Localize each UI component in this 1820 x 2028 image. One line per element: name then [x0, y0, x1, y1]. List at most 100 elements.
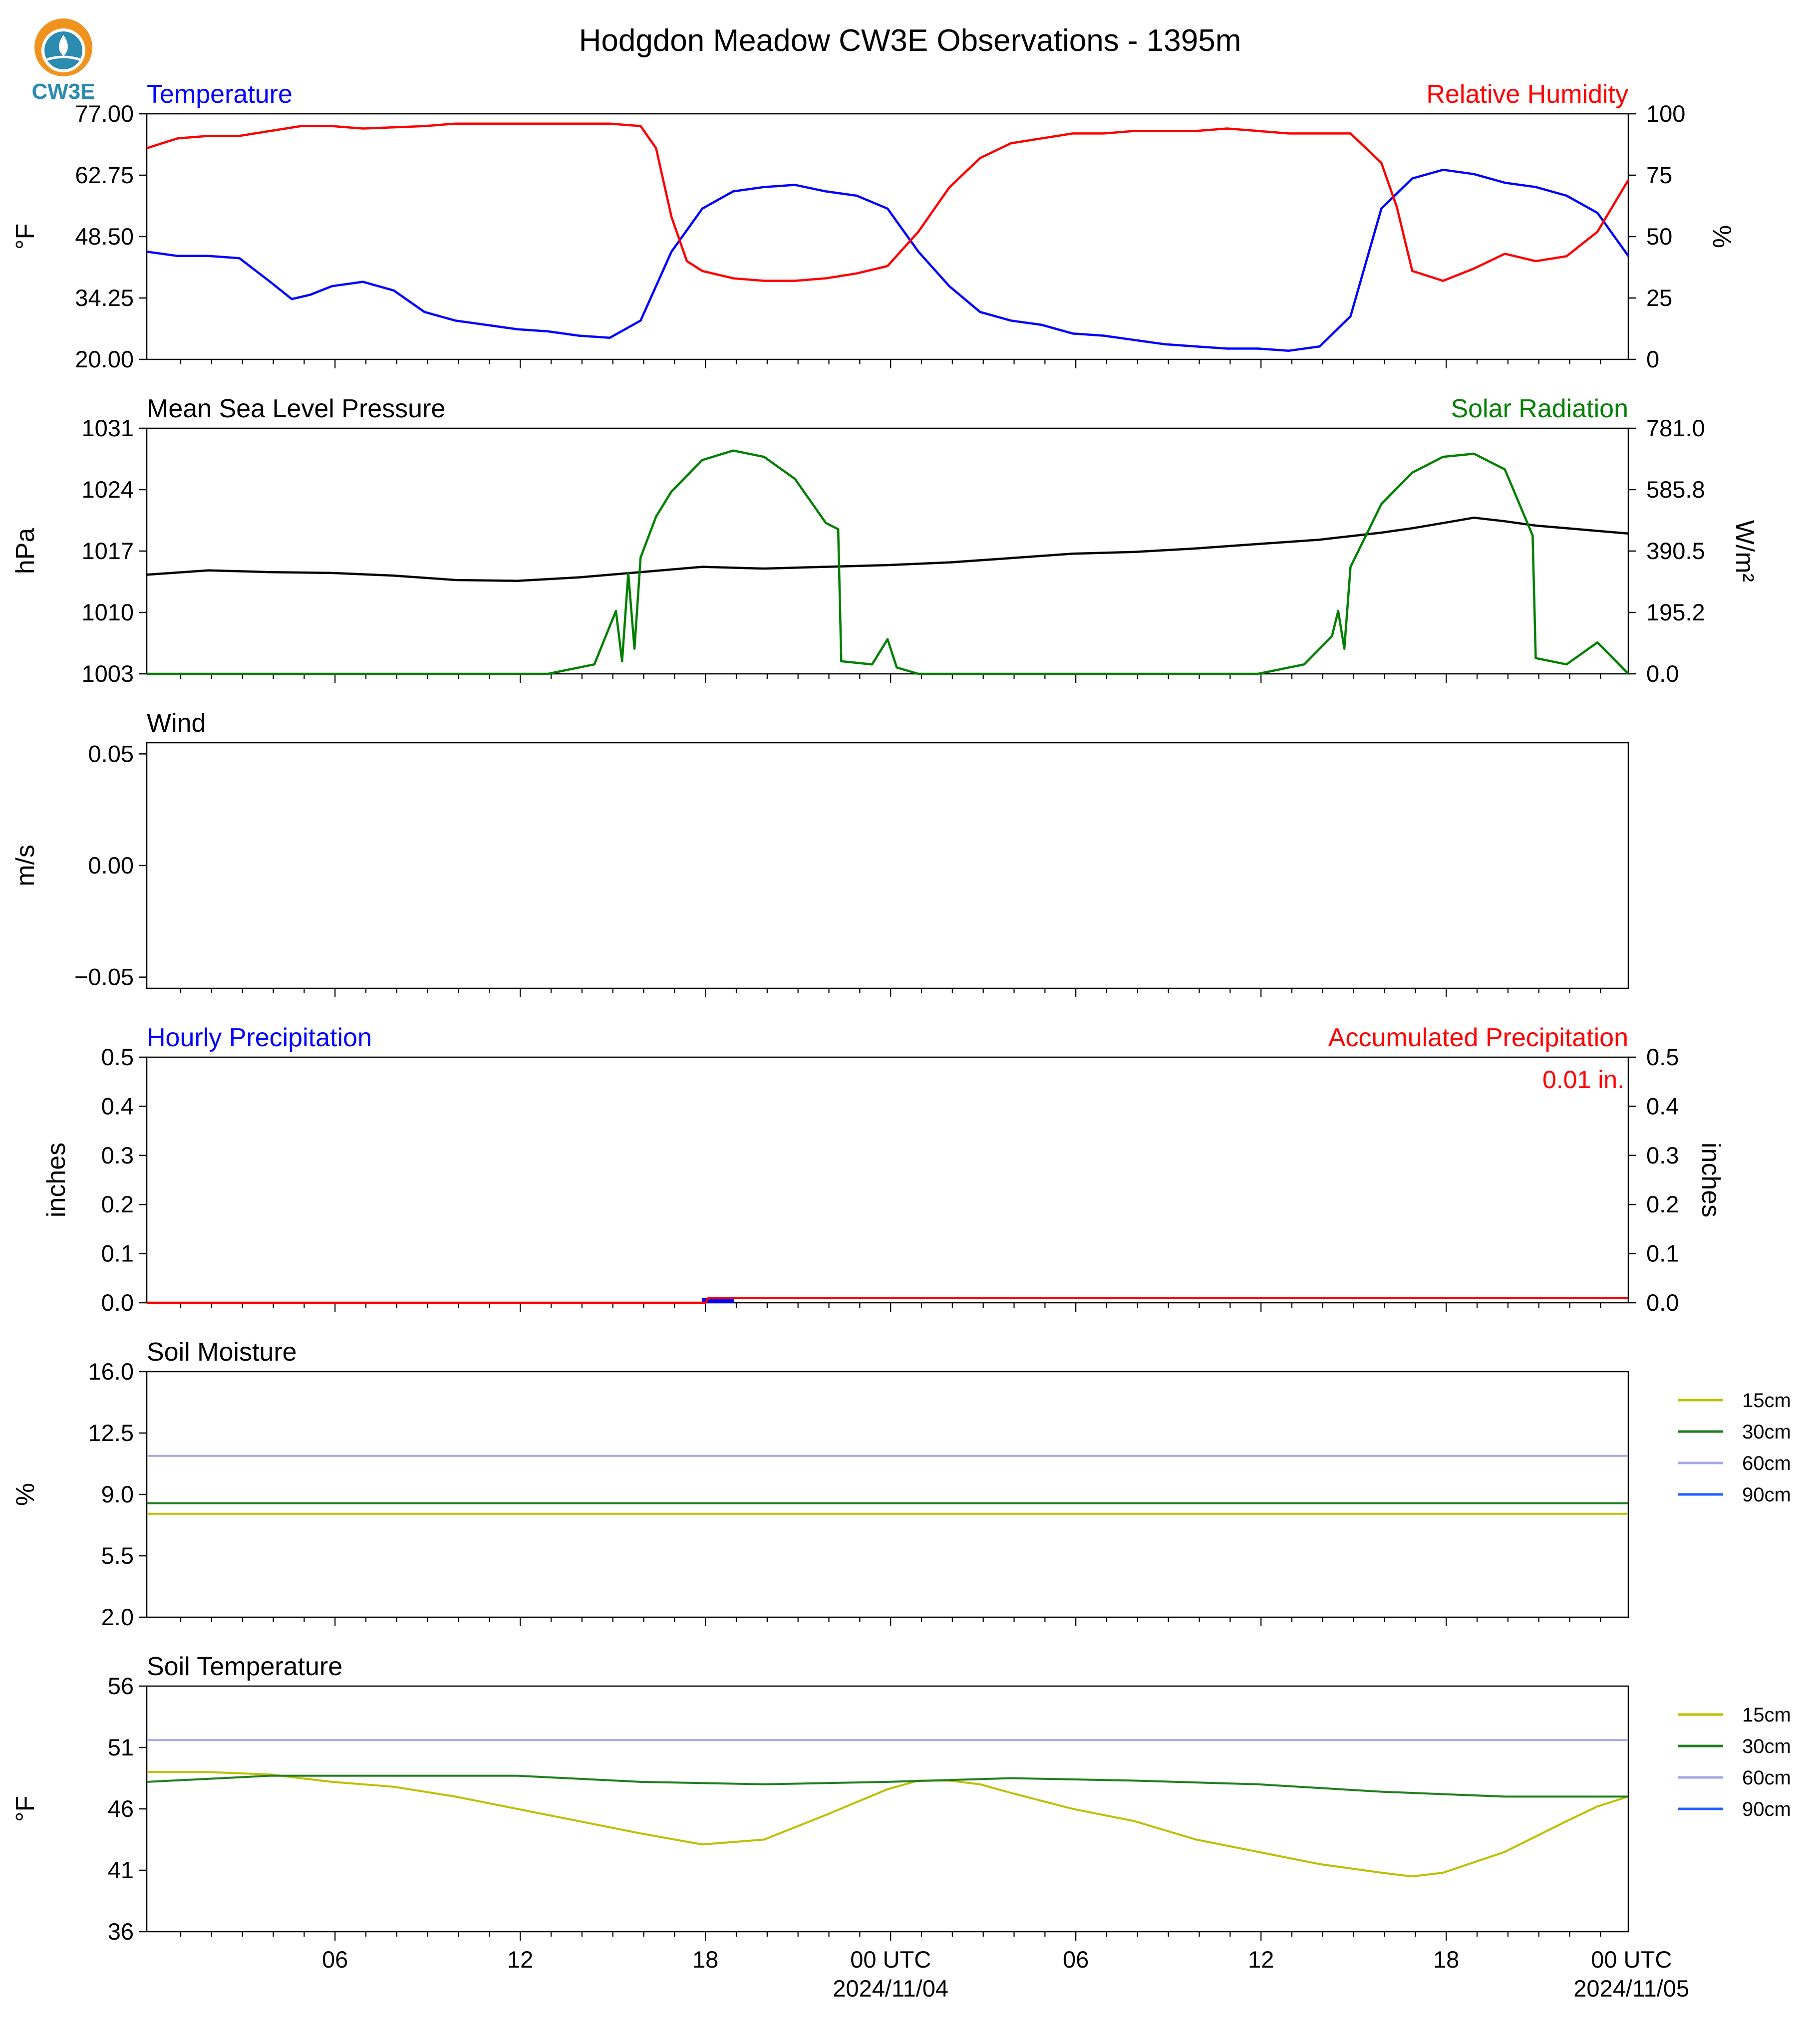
y-tick-label-left: 12.5 [88, 1420, 134, 1446]
legend-label: 60cm [1742, 1452, 1791, 1474]
panel-title-left: Temperature [147, 80, 293, 109]
y-tick-label-left: 1017 [81, 538, 134, 564]
panel-title-left: Soil Moisture [147, 1338, 297, 1367]
panel-title-right: Accumulated Precipitation [1328, 1023, 1628, 1052]
y-axis-label-left: hPa [11, 528, 40, 575]
y-axis-label-left: m/s [11, 845, 40, 886]
y-tick-label-left: 16.0 [88, 1358, 134, 1385]
legend-label: 15cm [1742, 1390, 1791, 1412]
y-tick-label-right: 781.0 [1646, 415, 1705, 441]
legend-label: 30cm [1742, 1736, 1791, 1757]
y-tick-label-left: 20.00 [75, 346, 134, 372]
series-line-temperature [146, 168, 1629, 352]
panels: Temperature Relative Humidity 20.00 34.25 48… [11, 80, 1791, 2002]
y-axis-label-right: W/m² [1730, 520, 1759, 582]
y-tick-label-left: 62.75 [75, 162, 134, 188]
y-tick-label-left: 56 [108, 1673, 134, 1699]
y-tick-label-left: 0.05 [88, 740, 134, 767]
plot-frame [146, 1056, 1629, 1304]
y-tick-label-left: 36 [108, 1918, 134, 1945]
series-line-relative-humidity [146, 122, 1629, 282]
x-tick-label: 12 [507, 1946, 533, 1973]
x-tick-label: 00 UTC [1591, 1946, 1672, 1973]
y-tick-label-left: 0.4 [101, 1093, 134, 1119]
y-tick-label-left: 0.5 [101, 1044, 134, 1070]
y-tick-label-left: 77.00 [75, 100, 134, 127]
y-tick-label-right: 25 [1646, 285, 1672, 311]
hourly-precip-bar [701, 1298, 734, 1303]
legend-label: 15cm [1742, 1704, 1791, 1726]
y-tick-label-left: 9.0 [101, 1481, 134, 1507]
panel-title-left: Hourly Precipitation [147, 1023, 372, 1052]
panel-wind: Wind −0.05 0.00 0.05 m/s [11, 709, 1629, 997]
y-tick-label-right: 0.3 [1646, 1142, 1679, 1168]
x-tick-label: 06 [322, 1946, 348, 1973]
logo-wave-icon [45, 55, 81, 61]
series-line-mean-sea-level-pressure [146, 516, 1629, 582]
y-tick-label-left: 51 [108, 1734, 134, 1760]
panel-hourly-precipitation: Hourly Precipitation Accumulated Precipit… [42, 1023, 1725, 1316]
x-tick-label: 00 UTC [850, 1946, 931, 1973]
y-tick-label-left: 1031 [81, 415, 134, 441]
y-axis-label-left: °F [11, 1796, 40, 1822]
legend-label: 90cm [1742, 1798, 1791, 1820]
y-tick-label-left: 1010 [81, 599, 134, 625]
panel-title-right: Solar Radiation [1451, 394, 1628, 423]
y-tick-label-right: 585.8 [1646, 476, 1705, 503]
y-tick-label-left: 0.1 [101, 1240, 134, 1267]
panel-mean-sea-level-pressure: Mean Sea Level Pressure Solar Radiation 10… [11, 394, 1759, 687]
figure-title: Hodgdon Meadow CW3E Observations - 1395m [579, 23, 1241, 58]
y-tick-label-left: 1003 [81, 660, 134, 687]
y-tick-label-left: 46 [108, 1795, 134, 1822]
y-tick-label-right: 0.0 [1646, 1289, 1679, 1316]
y-tick-label-left: 34.25 [75, 285, 134, 311]
y-tick-label-left: 2.0 [101, 1604, 134, 1630]
series-line-accumulated-precipitation [147, 1296, 1628, 1304]
y-tick-label-right: 0.4 [1646, 1093, 1679, 1119]
y-tick-label-left: 1024 [81, 476, 134, 503]
legend-label: 90cm [1742, 1484, 1791, 1506]
y-tick-label-left: 0.00 [88, 852, 134, 878]
x-tick-label: 12 [1248, 1946, 1274, 1973]
y-tick-label-right: 0.0 [1646, 660, 1679, 687]
logo-text: CW3E [31, 79, 95, 104]
x-tick-label: 18 [1433, 1946, 1459, 1973]
y-axis-label-left: % [11, 1483, 40, 1506]
y-axis-label-left: inches [42, 1143, 71, 1217]
panel-title-right: Relative Humidity [1426, 80, 1628, 109]
series-line-30cm [146, 1774, 1628, 1798]
y-tick-label-right: 0.5 [1646, 1044, 1679, 1070]
y-tick-label-right: 100 [1646, 100, 1685, 127]
y-tick-label-right: 50 [1646, 223, 1672, 250]
y-axis-label-right: inches [1696, 1143, 1725, 1217]
y-tick-label-right: 390.5 [1646, 538, 1705, 564]
series-line-solar-radiation [147, 449, 1629, 675]
y-tick-label-left: 5.5 [101, 1542, 134, 1569]
legend-label: 30cm [1742, 1421, 1791, 1443]
y-tick-label-right: 195.2 [1646, 599, 1705, 625]
x-tick-label: 18 [692, 1946, 718, 1973]
y-tick-label-right: 0 [1646, 346, 1659, 372]
logo-drop-icon [59, 35, 68, 56]
x-date-label: 2024/11/05 [1573, 1975, 1689, 2002]
y-tick-label-right: 0.1 [1646, 1240, 1679, 1267]
y-tick-label-right: 0.2 [1646, 1191, 1679, 1217]
accumulated-total-annotation: 0.01 in. [1542, 1066, 1624, 1094]
panel-title-left: Wind [147, 709, 206, 738]
y-axis-label-left: °F [11, 224, 40, 250]
y-tick-label-left: 0.0 [101, 1289, 134, 1316]
y-axis-label-right: % [1707, 225, 1736, 248]
cw3e-logo: CW3E [31, 18, 95, 104]
x-tick-label: 06 [1063, 1946, 1089, 1973]
panel-title-left: Mean Sea Level Pressure [147, 394, 445, 423]
y-tick-label-left: 0.2 [101, 1191, 134, 1217]
y-tick-label-left: −0.05 [74, 964, 134, 990]
panel-soil-moisture: Soil Moisture 2.0 5.5 9.0 12.5 16.0% 15cm 30cm 6… [11, 1338, 1791, 1630]
panel-title-left: Soil Temperature [147, 1652, 342, 1681]
legend-label: 60cm [1742, 1767, 1791, 1789]
y-tick-label-left: 48.50 [75, 223, 134, 250]
y-tick-label-left: 41 [108, 1857, 134, 1883]
panel-temperature: Temperature Relative Humidity 20.00 34.25 48… [11, 80, 1736, 372]
